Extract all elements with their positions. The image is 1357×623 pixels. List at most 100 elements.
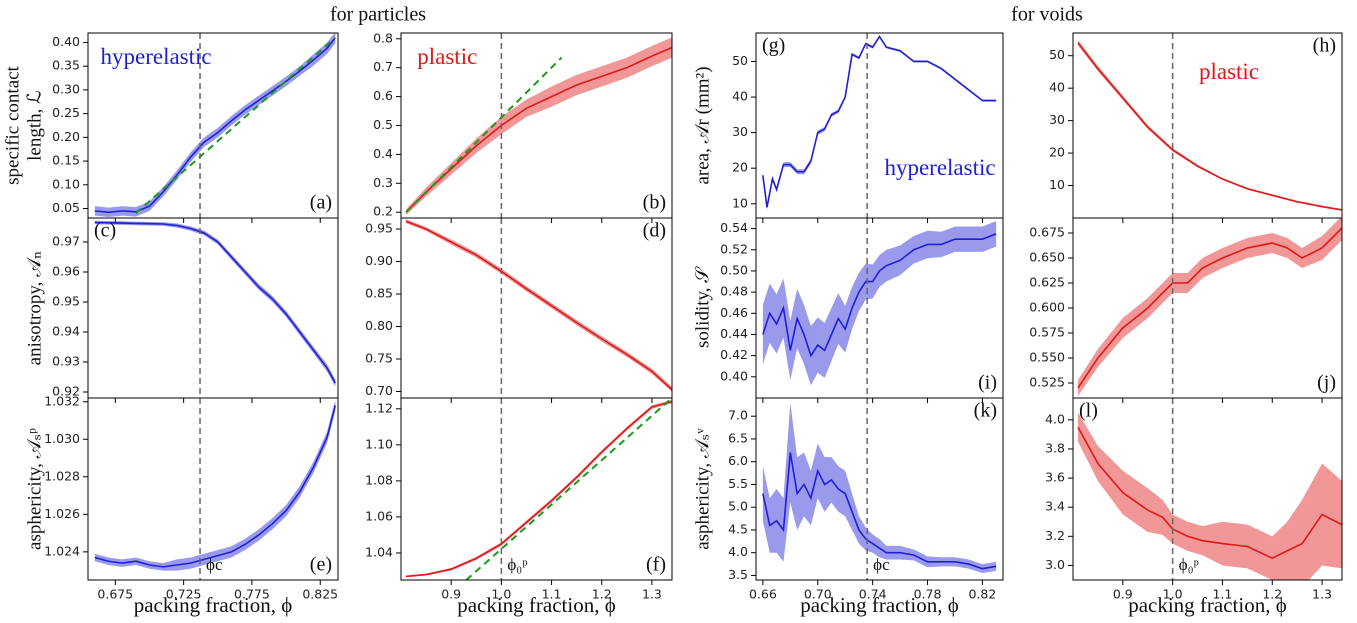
x-tick-label: 0.70 xyxy=(804,587,832,602)
data-line xyxy=(762,35,997,208)
y-axis-label: asphericity, 𝒜ₛᵛ xyxy=(692,428,713,550)
group-title: for particles xyxy=(330,4,426,26)
data-line xyxy=(1077,227,1342,389)
x-tick-label: 0.775 xyxy=(234,587,270,602)
plot-frame xyxy=(755,32,1004,219)
plot-frame xyxy=(1072,397,1343,581)
y-tick-label: 0.2 xyxy=(373,204,393,219)
y-tick-label: 0.80 xyxy=(365,318,393,333)
y-tick-label: 0.94 xyxy=(52,324,80,339)
x-tick-label: 0.825 xyxy=(302,587,338,602)
y-tick-label: 0.5 xyxy=(373,117,393,132)
panel-label: (l) xyxy=(1079,400,1098,422)
y-tick-label: 0.93 xyxy=(52,354,80,369)
y-tick-label: 1.10 xyxy=(365,436,393,451)
plot-frame xyxy=(400,397,673,581)
y-axis-label: specific contact xyxy=(2,65,23,184)
x-tick-label: 1.2 xyxy=(1262,587,1282,602)
y-tick-label: 0.650 xyxy=(1029,250,1065,265)
panel xyxy=(1077,40,1342,211)
x-axis-label: packing fraction, ϕ xyxy=(800,593,959,617)
y-tick-label: 6.5 xyxy=(728,430,748,445)
x-axis-label: packing fraction, ϕ xyxy=(457,593,616,617)
panel-label: (h) xyxy=(1313,35,1336,57)
x-tick-label: 0.66 xyxy=(749,587,777,602)
fit-line xyxy=(465,398,672,580)
panel xyxy=(94,399,337,571)
x-tick-label: 0.9 xyxy=(441,587,461,602)
y-tick-label: 50 xyxy=(1049,47,1065,62)
y-tick-label: 40 xyxy=(732,89,748,104)
data-line xyxy=(405,46,672,213)
y-tick-label: 0.75 xyxy=(365,351,393,366)
x-tick-label: 0.725 xyxy=(166,587,202,602)
panel xyxy=(405,398,672,580)
y-tick-label: 3.5 xyxy=(728,567,748,582)
y-tick-label: 30 xyxy=(732,124,748,139)
y-tick-label: 0.20 xyxy=(52,129,80,144)
fit-line xyxy=(405,56,563,213)
y-tick-label: 0.600 xyxy=(1029,300,1065,315)
y-tick-label: 3.0 xyxy=(1045,557,1065,572)
panel xyxy=(94,220,336,387)
annotation: plastic xyxy=(417,44,477,69)
data-line xyxy=(94,405,337,568)
y-tick-label: 4.5 xyxy=(728,521,748,536)
y-tick-label: 0.3 xyxy=(373,175,393,190)
data-line xyxy=(762,452,997,570)
panel-label: (g) xyxy=(762,35,785,57)
panel-label: (k) xyxy=(974,400,997,422)
panel-label: (a) xyxy=(310,192,332,214)
panel-label: (c) xyxy=(94,220,116,242)
y-tick-label: 0.675 xyxy=(1029,225,1065,240)
y-tick-label: 3.8 xyxy=(1045,440,1065,455)
y-tick-label: 0.54 xyxy=(720,220,748,235)
y-tick-label: 0.15 xyxy=(52,153,80,168)
data-line xyxy=(1077,42,1342,211)
y-tick-label: 0.95 xyxy=(52,294,80,309)
x-tick-label: 1.2 xyxy=(592,587,612,602)
y-tick-label: 0.575 xyxy=(1029,325,1065,340)
y-tick-label: 0.05 xyxy=(52,200,80,215)
y-tick-label: 10 xyxy=(732,195,748,210)
y-tick-label: 0.7 xyxy=(373,59,393,74)
panel xyxy=(94,33,336,218)
y-tick-label: 4.0 xyxy=(728,544,748,559)
reference-label: ϕc xyxy=(873,555,890,574)
error-band xyxy=(762,35,997,210)
y-tick-label: 1.028 xyxy=(44,468,80,483)
y-tick-label: 0.52 xyxy=(720,241,748,256)
y-tick-label: 20 xyxy=(732,160,748,175)
y-tick-label: 3.2 xyxy=(1045,528,1065,543)
data-line xyxy=(94,221,336,384)
panel xyxy=(405,37,672,216)
y-tick-label: 0.4 xyxy=(373,146,393,161)
panel-label: (f) xyxy=(646,554,666,576)
data-line xyxy=(1077,426,1342,560)
annotation: hyperelastic xyxy=(101,44,212,69)
x-tick-label: 1.0 xyxy=(1163,587,1183,602)
y-tick-label: 0.97 xyxy=(52,234,80,249)
annotation: hyperelastic xyxy=(884,155,995,180)
error-band xyxy=(1077,218,1342,396)
y-tick-label: 0.8 xyxy=(373,30,393,45)
y-tick-label: 0.30 xyxy=(52,81,80,96)
y-tick-label: 6.0 xyxy=(728,453,748,468)
y-tick-label: 1.032 xyxy=(44,393,80,408)
x-tick-label: 1.0 xyxy=(491,587,511,602)
y-tick-label: 50 xyxy=(732,53,748,68)
error-band xyxy=(762,402,997,574)
y-tick-label: 5.0 xyxy=(728,499,748,514)
y-axis-label: solidity, 𝒮 xyxy=(692,266,713,348)
y-tick-label: 0.44 xyxy=(720,326,748,341)
y-tick-label: 3.4 xyxy=(1045,499,1065,514)
x-tick-label: 0.9 xyxy=(1113,587,1133,602)
plot-frame xyxy=(87,397,339,581)
y-tick-label: 0.25 xyxy=(52,105,80,120)
y-tick-label: 0.625 xyxy=(1029,275,1065,290)
y-tick-label: 0.550 xyxy=(1029,350,1065,365)
y-tick-label: 0.96 xyxy=(52,264,80,279)
y-tick-label: 40 xyxy=(1049,80,1065,95)
panel xyxy=(762,35,997,210)
y-tick-label: 20 xyxy=(1049,145,1065,160)
